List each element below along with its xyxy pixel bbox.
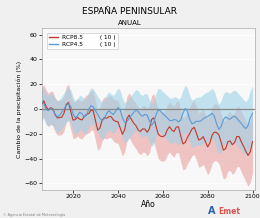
Text: A: A xyxy=(208,206,216,216)
Text: ANUAL: ANUAL xyxy=(118,20,142,26)
X-axis label: Año: Año xyxy=(141,200,155,209)
Text: ESPAÑA PENINSULAR: ESPAÑA PENINSULAR xyxy=(82,7,178,15)
Text: © Agencia Estatal de Meteorología: © Agencia Estatal de Meteorología xyxy=(3,213,65,217)
Y-axis label: Cambio de la precipitación (%): Cambio de la precipitación (%) xyxy=(16,60,22,158)
Legend: RCP8.5         ( 10 ), RCP4.5         ( 10 ): RCP8.5 ( 10 ), RCP4.5 ( 10 ) xyxy=(47,33,118,49)
Text: Emet: Emet xyxy=(218,207,241,216)
